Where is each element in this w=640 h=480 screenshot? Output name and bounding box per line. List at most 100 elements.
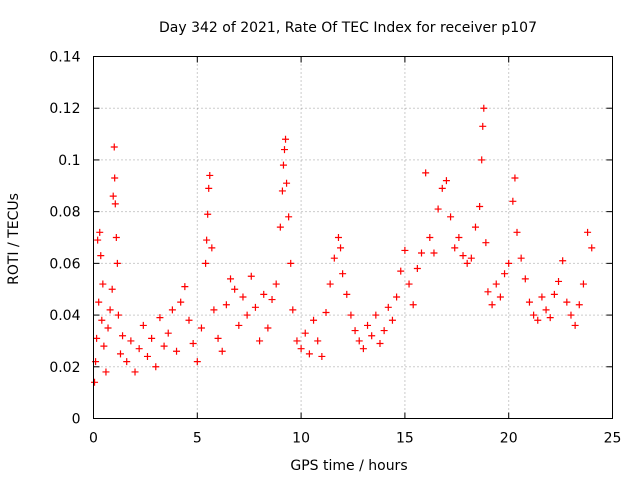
data-point xyxy=(322,308,330,316)
data-point xyxy=(111,200,119,208)
data-point xyxy=(542,306,550,314)
data-point xyxy=(318,352,326,360)
data-point xyxy=(405,280,413,288)
data-point xyxy=(442,177,450,185)
data-point xyxy=(108,285,116,293)
data-point xyxy=(293,337,301,345)
data-point xyxy=(355,337,363,345)
data-point xyxy=(94,236,102,244)
data-point xyxy=(116,350,124,358)
data-point xyxy=(91,378,99,386)
data-point xyxy=(567,311,575,319)
data-point xyxy=(205,184,213,192)
data-point xyxy=(185,316,193,324)
x-tick-label: 20 xyxy=(500,431,518,447)
data-point xyxy=(106,306,114,314)
data-point xyxy=(550,290,558,298)
data-point xyxy=(530,311,538,319)
data-point xyxy=(96,228,104,236)
data-point xyxy=(239,293,247,301)
x-tick-label: 25 xyxy=(604,431,622,447)
data-point xyxy=(505,259,513,267)
data-point xyxy=(337,244,345,252)
data-point xyxy=(197,324,205,332)
axis-ticks: 0 0.02 0.04 0.06 0.08 0.1 0.12 0.14 0 5 10 15 20 25 xyxy=(49,50,621,447)
data-point xyxy=(222,301,230,309)
y-tick-label: 0 xyxy=(72,412,81,428)
data-point xyxy=(143,352,151,360)
data-point xyxy=(280,146,288,154)
data-point xyxy=(401,246,409,254)
data-point xyxy=(521,275,529,283)
data-point xyxy=(131,368,139,376)
grid xyxy=(93,56,613,419)
data-point xyxy=(588,244,596,252)
chart-title: Day 342 of 2021, Rate Of TEC Index for r… xyxy=(159,20,537,36)
data-point xyxy=(203,236,211,244)
data-point xyxy=(525,298,533,306)
data-point xyxy=(109,192,117,200)
data-point xyxy=(584,228,592,236)
data-point xyxy=(430,249,438,257)
x-tick-label: 5 xyxy=(193,431,202,447)
x-tick-label: 10 xyxy=(292,431,310,447)
data-point xyxy=(409,301,417,309)
data-point xyxy=(334,234,342,241)
data-point xyxy=(235,321,243,329)
data-point xyxy=(538,293,546,301)
data-point xyxy=(579,280,587,288)
data-point xyxy=(160,342,168,350)
data-point xyxy=(438,184,446,192)
data-point xyxy=(471,223,479,231)
data-point xyxy=(181,283,189,291)
data-point xyxy=(413,265,421,273)
y-tick-label: 0.14 xyxy=(49,50,80,66)
x-tick-label: 15 xyxy=(396,431,414,447)
data-point xyxy=(152,363,160,371)
data-point xyxy=(463,259,471,267)
data-point xyxy=(279,161,287,169)
data-point xyxy=(135,345,143,353)
data-point xyxy=(285,213,293,221)
x-tick-label: 0 xyxy=(89,431,98,447)
data-point xyxy=(343,290,351,298)
data-point xyxy=(164,329,172,337)
data-point xyxy=(372,311,380,319)
data-point xyxy=(206,171,214,179)
data-point xyxy=(289,306,297,314)
data-point xyxy=(112,234,120,241)
data-point xyxy=(148,334,156,342)
data-point xyxy=(575,301,583,309)
data-point xyxy=(511,174,519,182)
data-point xyxy=(168,306,176,314)
y-axis-label: ROTI / TECUs xyxy=(6,193,22,285)
data-point xyxy=(546,314,554,322)
x-axis-label: GPS time / hours xyxy=(290,458,407,474)
data-point xyxy=(276,223,284,231)
data-point xyxy=(119,332,127,340)
data-point xyxy=(97,252,105,260)
data-point xyxy=(231,285,239,293)
data-points xyxy=(91,104,596,386)
data-point xyxy=(380,327,388,335)
data-point xyxy=(301,329,309,337)
data-point xyxy=(114,311,122,319)
data-point xyxy=(139,321,147,329)
data-point xyxy=(426,234,434,241)
data-point xyxy=(278,187,286,195)
data-point xyxy=(310,316,318,324)
data-point xyxy=(571,321,579,329)
y-tick-label: 0.08 xyxy=(49,205,80,221)
data-point xyxy=(260,290,268,298)
data-point xyxy=(272,280,280,288)
data-point xyxy=(347,311,355,319)
data-point xyxy=(193,358,201,366)
data-point xyxy=(95,298,103,306)
data-point xyxy=(459,252,467,260)
y-tick-label: 0.02 xyxy=(49,360,80,376)
data-point xyxy=(451,244,459,252)
data-point xyxy=(247,272,255,280)
data-point xyxy=(208,244,216,252)
